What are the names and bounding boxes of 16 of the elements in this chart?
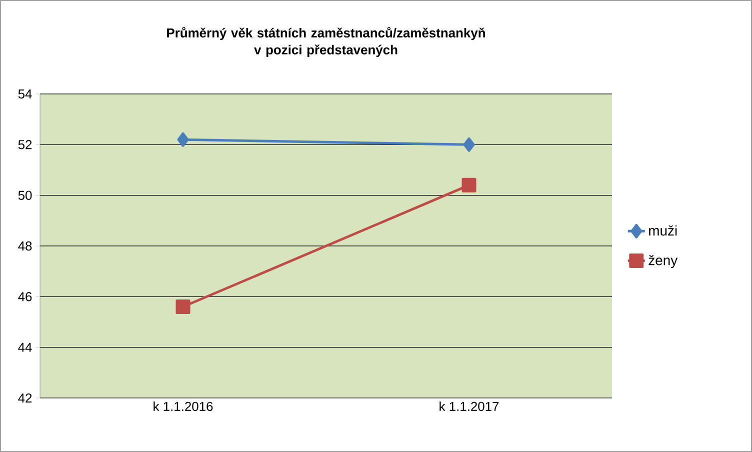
y-tick-label: 54 bbox=[18, 89, 32, 98]
x-tick-label: k 1.1.2016 bbox=[154, 402, 213, 412]
legend-label: ženy bbox=[648, 254, 678, 268]
y-tick-label: 46 bbox=[18, 292, 32, 302]
x-tick-label: k 1.1.2017 bbox=[440, 402, 499, 412]
y-tick-label: 44 bbox=[18, 342, 32, 352]
chart-title: Průměrný věk státních zaměstnanců/zaměstnankyň v pozici představených bbox=[167, 26, 485, 57]
y-tick-label: 52 bbox=[18, 140, 32, 150]
point bbox=[463, 137, 475, 152]
y-tick-label: 42 bbox=[18, 393, 32, 403]
y-tick-label: 48 bbox=[18, 241, 32, 251]
point bbox=[462, 178, 476, 192]
y-tick-label: 50 bbox=[18, 190, 32, 200]
point bbox=[177, 132, 189, 147]
point bbox=[176, 300, 190, 314]
legend-label: muži bbox=[649, 225, 677, 236]
